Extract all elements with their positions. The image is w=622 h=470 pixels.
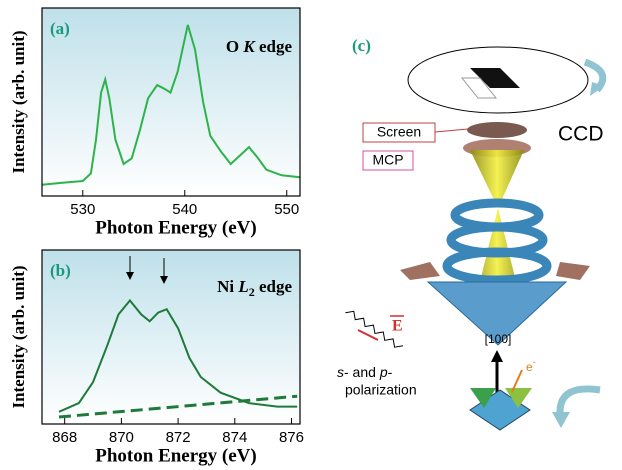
x-tick-label: 876: [279, 429, 304, 446]
field-vector: [357, 329, 379, 341]
annotation-part: edge: [255, 37, 293, 56]
x-tick-label: 874: [222, 429, 247, 446]
screen-box: [362, 122, 436, 143]
arrow: [126, 272, 134, 280]
x-tick-label: 868: [52, 429, 77, 446]
rotation-arrow: [552, 412, 570, 428]
electron-symbol: e: [526, 360, 533, 374]
data-line: [58, 394, 298, 419]
x-axis-label: Photon Energy (eV): [95, 217, 256, 238]
plot-frame: [41, 249, 301, 425]
dash-label: -: [388, 364, 393, 380]
electron-arrow: [511, 369, 523, 393]
annotation-part: L: [237, 277, 248, 296]
plot-frame: [41, 7, 301, 197]
s-label: s: [337, 364, 344, 380]
ccd-label: CCD: [558, 123, 604, 146]
annotation-part: 2: [249, 285, 255, 299]
pointer: [434, 128, 469, 133]
beam: [470, 150, 524, 290]
ccd-image: [470, 68, 520, 88]
screen-label: Screen: [377, 124, 421, 140]
mcp-box: [362, 150, 414, 171]
sample: [505, 388, 532, 408]
electron-charge: -: [533, 357, 536, 367]
data-line: [41, 24, 301, 186]
rotation-arrow: [556, 385, 601, 413]
annotation-part: Ni: [217, 277, 238, 296]
annotation: O K edge: [226, 37, 293, 56]
annotation: Ni L2 edge: [217, 277, 292, 299]
direction-label: [100]: [485, 332, 512, 346]
axis-arrow: [491, 350, 503, 362]
x-tick-label: 550: [274, 201, 299, 218]
diagram: (c) Screen CCD MCP [100] e- E s-: [337, 36, 607, 431]
x-tick-label: 540: [172, 201, 197, 218]
y-axis-label: Intensity (arb. unit): [9, 265, 28, 408]
polarization-label: polarization: [345, 382, 417, 398]
arrow: [160, 276, 168, 284]
mcp-label: MCP: [372, 152, 403, 168]
plot-background: [42, 8, 300, 196]
annotation-part: O: [226, 37, 243, 56]
sample: [470, 388, 496, 408]
annotation-part: K: [242, 37, 256, 56]
and-label: - and: [344, 364, 380, 380]
electrode: [400, 262, 440, 280]
ccd-image: [460, 77, 498, 99]
x-axis-label: Photon Energy (eV): [95, 445, 256, 466]
x-tick-label: 870: [109, 429, 134, 446]
panel-label: (a): [50, 19, 70, 38]
lens: [442, 247, 552, 285]
rotation-arrow: [590, 82, 604, 96]
data-line: [58, 298, 298, 413]
field-label: E: [392, 318, 403, 335]
polarization-label: s- and p-: [337, 364, 393, 380]
ccd-ring: [407, 46, 589, 114]
y-axis-label: Intensity (arb. unit): [9, 30, 28, 173]
screen: [467, 122, 527, 138]
panel-label: (b): [50, 261, 71, 280]
electrode: [556, 262, 590, 280]
analyzer: [426, 281, 568, 346]
p-label: p: [379, 364, 388, 380]
x-ray: [345, 310, 404, 348]
x-tick-label: 530: [70, 201, 95, 218]
x-tick-label: 872: [166, 429, 191, 446]
annotation-part: edge: [255, 277, 293, 296]
electron-label: e-: [526, 357, 536, 374]
panel-label: (c): [352, 36, 371, 55]
